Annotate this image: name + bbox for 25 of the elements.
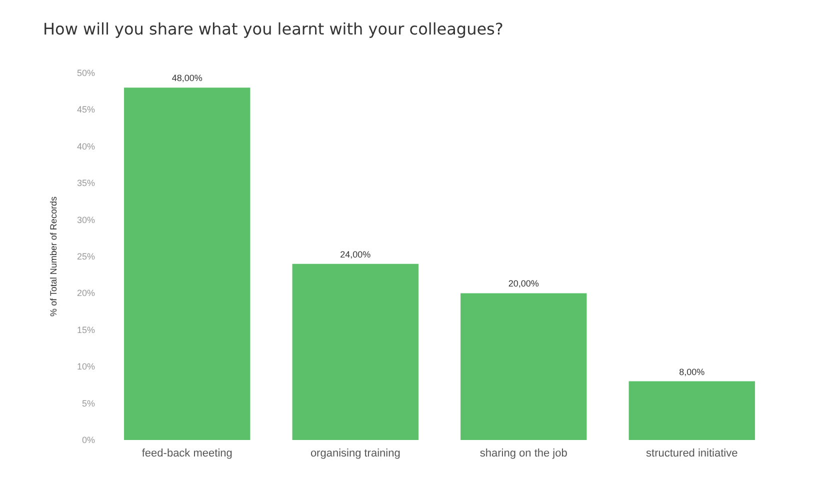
- y-tick-label: 30%: [76, 214, 95, 225]
- y-tick-label: 50%: [76, 68, 95, 78]
- y-tick-label: 45%: [76, 104, 95, 115]
- x-tick-label: organising training: [310, 448, 400, 460]
- y-tick-label: 0%: [82, 435, 95, 445]
- x-tick-label: sharing on the job: [480, 448, 568, 460]
- x-tick-label: feed-back meeting: [142, 448, 232, 460]
- chart-title: How will you share what you learnt with your colleagues?: [43, 20, 504, 38]
- bar: [628, 381, 755, 440]
- x-tick-label: structured initiative: [646, 448, 738, 460]
- y-tick-label: 25%: [76, 252, 95, 262]
- y-tick-label: 35%: [76, 178, 95, 188]
- y-tick-label: 40%: [76, 141, 95, 152]
- data-label: 8,00%: [679, 366, 705, 377]
- bar: [124, 88, 250, 440]
- bar: [460, 293, 587, 440]
- y-axis-title: % of Total Number of Records: [48, 196, 58, 316]
- data-label: 20,00%: [508, 278, 539, 289]
- y-tick-label: 5%: [82, 398, 95, 408]
- bar: [292, 264, 418, 440]
- data-label: 24,00%: [340, 249, 371, 260]
- data-label: 48,00%: [172, 73, 202, 84]
- y-tick-label: 10%: [76, 362, 95, 372]
- y-tick-label: 15%: [76, 324, 95, 335]
- y-tick-label: 20%: [76, 288, 95, 298]
